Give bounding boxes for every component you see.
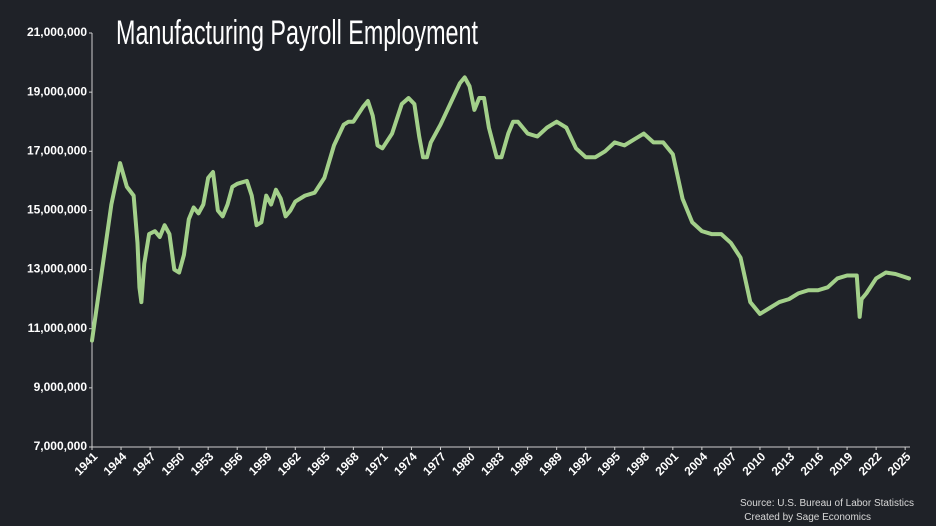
y-tick-label: 21,000,000: [27, 25, 87, 39]
y-tick-label: 11,000,000: [28, 321, 88, 335]
y-tick-label: 13,000,000: [27, 262, 87, 276]
data-line: [90, 75, 912, 343]
y-tick-label: 7,000,000: [34, 439, 88, 453]
y-tick-label: 9,000,000: [34, 380, 88, 394]
chart-title: Manufacturing Payroll Employment: [116, 14, 478, 52]
source-note: Source: U.S. Bureau of Labor Statistics: [740, 498, 914, 509]
credit-note: Created by Sage Economics: [744, 512, 871, 523]
y-tick-label: 19,000,000: [27, 84, 87, 98]
y-tick-label: 17,000,000: [27, 143, 87, 157]
y-tick-label: 15,000,000: [27, 203, 87, 217]
